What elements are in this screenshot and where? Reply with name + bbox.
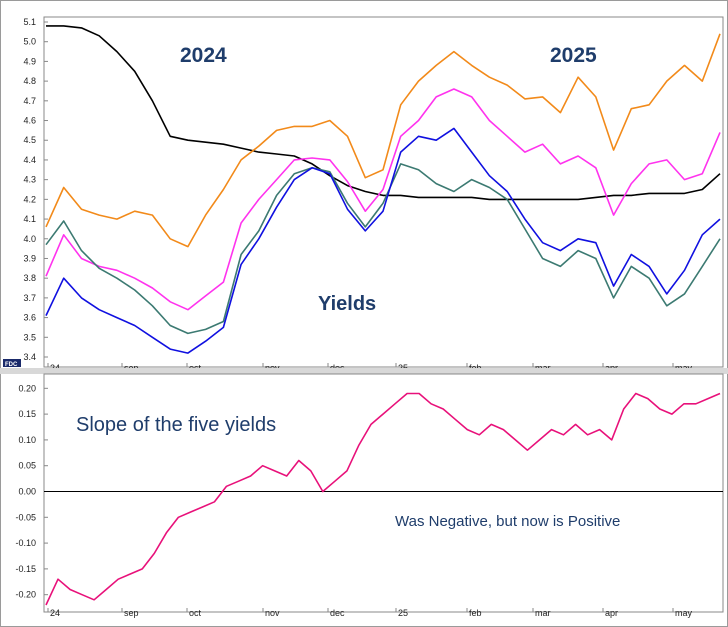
slope-series xyxy=(45,392,721,606)
slope-x-tick-label: may xyxy=(675,608,693,618)
slope-y-tick-label: 0.15 xyxy=(18,409,36,419)
yields-y-tick-label: 4.7 xyxy=(23,96,36,106)
slope-plot-frame xyxy=(43,373,724,613)
panel-separator xyxy=(0,368,728,374)
yields-y-tick-label: 4.6 xyxy=(23,116,36,126)
yields-y-tick-label: 5.0 xyxy=(23,37,36,47)
slope-x-tick-label: 24 xyxy=(50,608,60,618)
source-badge xyxy=(3,359,21,367)
slope-y-tick-label: 0.10 xyxy=(18,435,36,445)
slope-x-tick-label: dec xyxy=(330,608,345,618)
yields-series-magenta xyxy=(45,88,721,311)
slope-x-tick-label: mar xyxy=(535,608,551,618)
yields-y-tick-label: 4.2 xyxy=(23,194,36,204)
slope-title: Slope of the five yields xyxy=(76,414,276,436)
yields-y-tick-label: 5.1 xyxy=(23,17,36,27)
yields-y-tick-label: 3.7 xyxy=(23,293,36,303)
year-label-2025: 2025 xyxy=(550,44,597,67)
yields-y-tick-label: 4.5 xyxy=(23,135,36,145)
yields-y-tick-label: 3.6 xyxy=(23,313,36,323)
slope-y-tick-label: -0.20 xyxy=(15,590,36,600)
yields-y-tick-label: 3.8 xyxy=(23,273,36,283)
slope-y-tick-label: 0.05 xyxy=(18,461,36,471)
yields-y-tick-label: 4.8 xyxy=(23,76,36,86)
yields-series-black xyxy=(46,25,721,201)
slope-x-tick-label: nov xyxy=(265,608,280,618)
source-badge-label: FDC xyxy=(5,362,18,368)
yields-y-axis: 5.1 5.0 4.9 4.8 4.7 4.6 4.5 4.4 4.3 4.2 4.1 4.0 3.9 3… xyxy=(23,17,48,362)
yields-annotation: Yields xyxy=(318,293,376,315)
slope-y-axis: 0.20 0.15 0.10 0.05 0.00 -0.05 -0.10 -0.15 -0.20 xyxy=(15,383,48,600)
yields-y-tick-label: 4.9 xyxy=(23,56,36,66)
slope-series-slope xyxy=(45,392,721,606)
slope-y-tick-label: -0.10 xyxy=(15,538,36,548)
year-label-2024: 2024 xyxy=(180,44,227,67)
slope-x-tick-label: 25 xyxy=(398,608,408,618)
slope-x-tick-label: sep xyxy=(124,608,139,618)
yields-y-tick-label: 4.3 xyxy=(23,175,36,185)
slope-y-tick-label: -0.05 xyxy=(15,512,36,522)
slope-x-tick-label: feb xyxy=(469,608,482,618)
slope-y-tick-label: -0.15 xyxy=(15,564,36,574)
slope-y-tick-label: 0.00 xyxy=(18,487,36,497)
slope-panel: 0.20 0.15 0.10 0.05 0.00 -0.05 -0.10 -0.15 -0.20… xyxy=(15,373,724,618)
yields-series-teal xyxy=(45,163,721,335)
slope-annotation: Was Negative, but now is Positive xyxy=(395,513,620,530)
yields-y-tick-label: 4.0 xyxy=(23,234,36,244)
yields-y-tick-label: 4.4 xyxy=(23,155,36,165)
yields-y-tick-label: 3.4 xyxy=(23,352,36,362)
yields-y-tick-label: 4.1 xyxy=(23,214,36,224)
yields-series-orange xyxy=(45,33,721,248)
yields-series-blue xyxy=(45,127,721,354)
slope-x-tick-label: apr xyxy=(605,608,618,618)
slope-y-tick-label: 0.20 xyxy=(18,383,36,393)
slope-x-tick-label: oct xyxy=(189,608,202,618)
yields-y-tick-label: 3.5 xyxy=(23,332,36,342)
yields-y-tick-label: 3.9 xyxy=(23,253,36,263)
yields-plot-frame xyxy=(43,16,724,368)
slope-x-axis: 24 sep oct nov dec 25 feb mar apr may xyxy=(47,608,693,618)
yields-series xyxy=(45,25,721,354)
